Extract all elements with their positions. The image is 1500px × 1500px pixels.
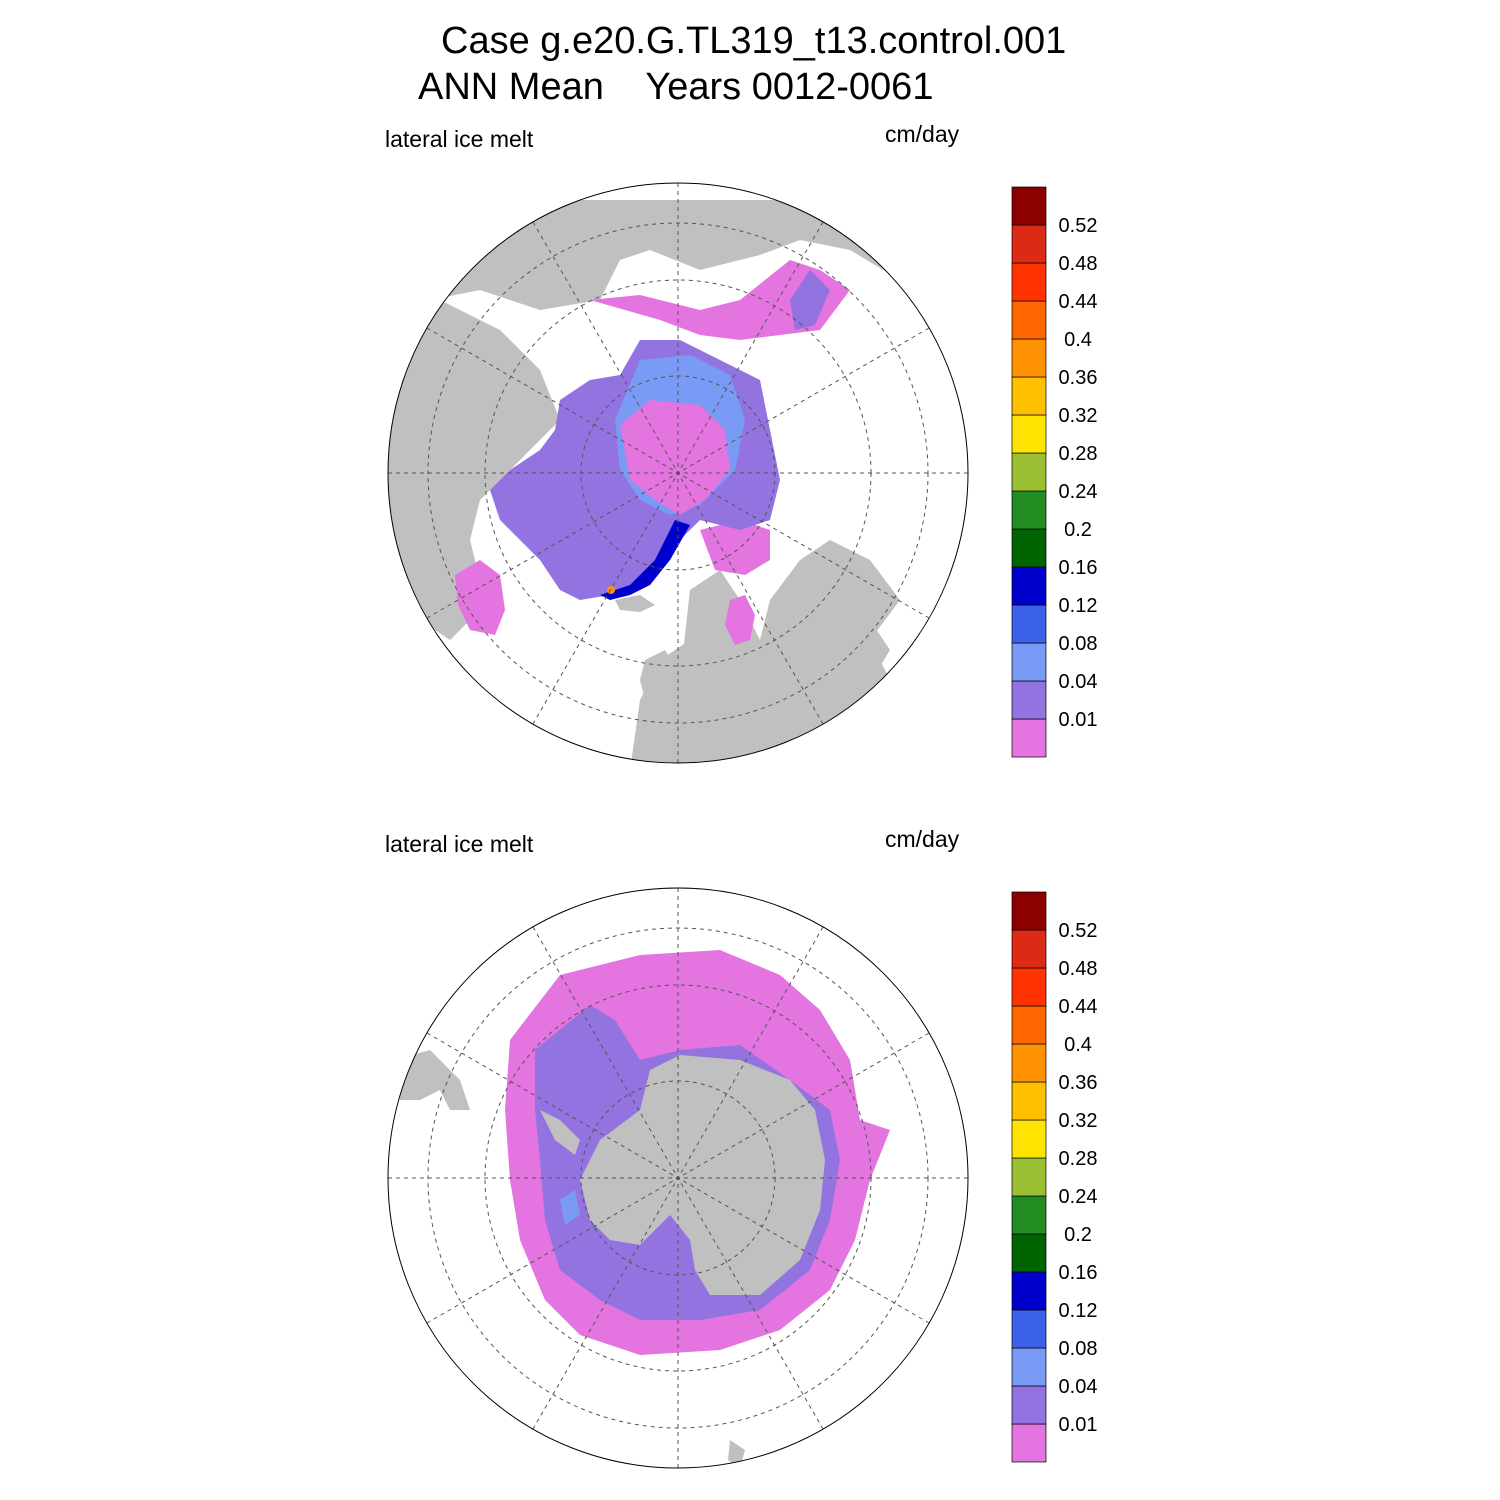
north-colorbar-tick-label: 0.52 [1059,215,1098,237]
north-colorbar-tick-label: 0.44 [1059,291,1098,313]
south-polar-map [387,887,969,1469]
north-ice-strong [600,520,690,600]
north-colorbar-tick-label: 0.28 [1059,443,1098,465]
south-colorbar-tick-label: 0.24 [1059,1186,1098,1208]
north-colorbar-tick-label: 0.01 [1059,709,1098,731]
north-colorbar-box [1011,414,1047,454]
south-colorbar-box [1011,929,1047,969]
south-america-land [395,1050,470,1110]
north-colorbar-box [1011,566,1047,606]
north-colorbar-box [1011,490,1047,530]
north-colorbar-tick-label: 0.2 [1064,519,1092,541]
south-ice-high [560,1190,580,1225]
south-colorbar-tick-label: 0.08 [1059,1338,1098,1360]
case-title: Case g.e20.G.TL319_t13.control.001 [441,20,1067,62]
south-peninsula-land [540,1110,580,1155]
north-colorbar-tick-label: 0.36 [1059,367,1098,389]
south-colorbar-box [1011,1043,1047,1083]
south-colorbar-box [1011,1347,1047,1387]
north-america-land [388,300,560,640]
north-ice-low [590,260,850,340]
north-colorbar-box [1011,262,1047,302]
north-ice-low-baltic [725,595,755,645]
north-colorbar-box [1011,718,1047,758]
south-colorbar-tick-label: 0.48 [1059,958,1098,980]
south-colorbar-box [1011,1233,1047,1273]
south-variable-label: lateral ice melt [385,831,534,857]
south-colorbar-box [1011,967,1047,1007]
south-colorbar-tick-label: 0.2 [1064,1224,1092,1246]
south-colorbar-box [1011,1157,1047,1197]
north-colorbar-box [1011,604,1047,644]
south-units-label: cm/day [885,826,960,852]
south-colorbar-tick-label: 0.36 [1059,1072,1098,1094]
north-iceland-land [615,595,655,612]
north-colorbar: 0.01 0.04 0.08 0.12 0.16 0.2 0.24 0.28 0.32 0.36 0… [1011,186,1098,758]
south-colorbar-tick-label: 0.01 [1059,1414,1098,1436]
north-colorbar-box [1011,528,1047,568]
north-eurasia-land [420,200,968,763]
south-colorbar-box [1011,1005,1047,1045]
south-colorbar-box [1011,1423,1047,1463]
north-colorbar-tick-label: 0.4 [1064,329,1092,351]
south-colorbar-tick-label: 0.32 [1059,1110,1098,1132]
south-colorbar-box [1011,1385,1047,1425]
south-colorbar-tick-label: 0.44 [1059,996,1098,1018]
north-ice-mid-okhotsk [790,270,830,330]
south-colorbar: 0.01 0.04 0.08 0.12 0.16 0.2 0.24 0.28 0.32 0.36 0… [1011,891,1098,1463]
north-variable-label: lateral ice melt [385,126,534,152]
north-colorbar-box [1011,338,1047,378]
north-colorbar-box [1011,376,1047,416]
south-colorbar-tick-label: 0.04 [1059,1376,1098,1398]
north-polar-map [387,182,969,764]
north-uk-land [640,650,680,712]
north-colorbar-tick-label: 0.24 [1059,481,1098,503]
south-colorbar-box [1011,1081,1047,1121]
north-colorbar-box [1011,452,1047,492]
north-colorbar-tick-label: 0.32 [1059,405,1098,427]
south-colorbar-box [1011,1119,1047,1159]
north-colorbar-box [1011,680,1047,720]
south-colorbar-tick-label: 0.4 [1064,1034,1092,1056]
north-colorbar-tick-label: 0.12 [1059,595,1098,617]
north-units-label: cm/day [885,121,960,147]
south-colorbar-box [1011,891,1047,931]
north-colorbar-tick-label: 0.48 [1059,253,1098,275]
north-ice-central [620,400,730,515]
south-colorbar-box [1011,1309,1047,1349]
south-colorbar-box [1011,1195,1047,1235]
south-colorbar-tick-label: 0.16 [1059,1262,1098,1284]
north-ice-low-barents [700,520,770,575]
north-colorbar-box [1011,186,1047,226]
south-colorbar-tick-label: 0.28 [1059,1148,1098,1170]
north-colorbar-box [1011,300,1047,340]
north-colorbar-tick-label: 0.16 [1059,557,1098,579]
south-colorbar-box [1011,1271,1047,1311]
north-colorbar-box [1011,224,1047,264]
north-ice-low-hudson [455,560,505,635]
north-colorbar-box [1011,642,1047,682]
north-colorbar-tick-label: 0.08 [1059,633,1098,655]
south-colorbar-tick-label: 0.12 [1059,1300,1098,1322]
period-title: ANN Mean Years 0012-0061 [418,66,934,108]
south-colorbar-tick-label: 0.52 [1059,920,1098,942]
north-colorbar-tick-label: 0.04 [1059,671,1098,693]
